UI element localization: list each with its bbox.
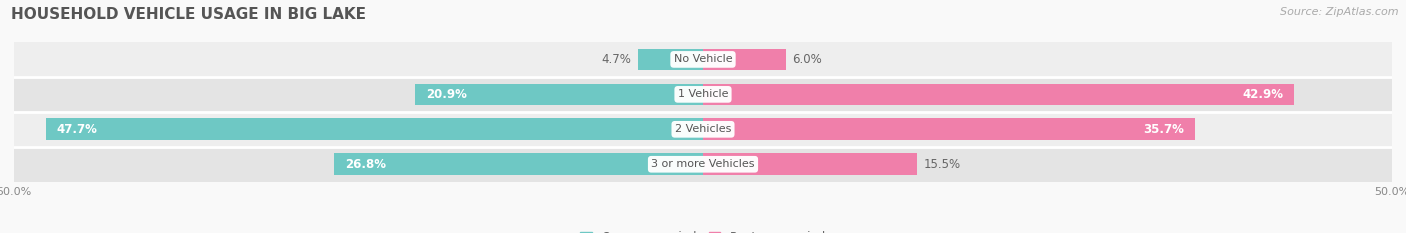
Bar (703, 118, 1195, 140)
Text: 26.8%: 26.8% (344, 158, 385, 171)
Bar (46, 118, 703, 140)
Text: 1 Vehicle: 1 Vehicle (678, 89, 728, 99)
Text: 4.7%: 4.7% (602, 53, 631, 66)
Bar (703, 154, 917, 175)
Text: No Vehicle: No Vehicle (673, 55, 733, 64)
Text: 15.5%: 15.5% (924, 158, 960, 171)
Bar (14, 112, 1392, 147)
Text: 20.9%: 20.9% (426, 88, 467, 101)
Text: 42.9%: 42.9% (1241, 88, 1284, 101)
Text: 6.0%: 6.0% (793, 53, 823, 66)
Bar (703, 84, 1294, 105)
Bar (14, 42, 1392, 77)
Legend: Owner-occupied, Renter-occupied: Owner-occupied, Renter-occupied (575, 226, 831, 233)
Text: Source: ZipAtlas.com: Source: ZipAtlas.com (1281, 7, 1399, 17)
Bar (703, 49, 786, 70)
Bar (415, 84, 703, 105)
Bar (14, 147, 1392, 182)
Text: 3 or more Vehicles: 3 or more Vehicles (651, 159, 755, 169)
Bar (638, 49, 703, 70)
Text: 47.7%: 47.7% (56, 123, 97, 136)
Text: 2 Vehicles: 2 Vehicles (675, 124, 731, 134)
Bar (14, 77, 1392, 112)
Text: 35.7%: 35.7% (1143, 123, 1184, 136)
Bar (333, 154, 703, 175)
Text: HOUSEHOLD VEHICLE USAGE IN BIG LAKE: HOUSEHOLD VEHICLE USAGE IN BIG LAKE (11, 7, 366, 22)
